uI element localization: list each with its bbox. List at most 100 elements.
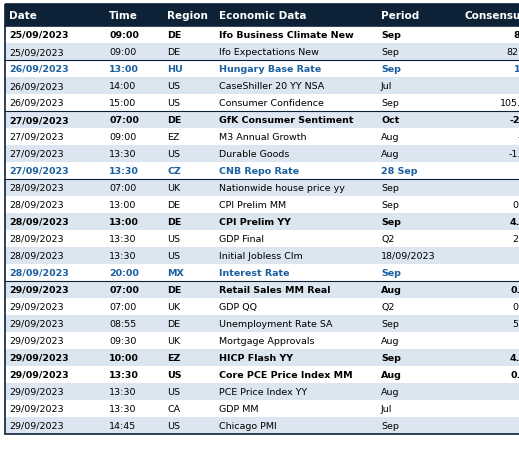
Text: 14:00: 14:00	[109, 82, 136, 91]
Text: CZ: CZ	[167, 167, 181, 176]
Text: Aug: Aug	[381, 387, 400, 396]
Text: Aug: Aug	[381, 370, 402, 379]
Text: Oct: Oct	[381, 116, 400, 125]
Text: 07:00: 07:00	[109, 302, 136, 311]
Text: 29/09/2023: 29/09/2023	[9, 370, 69, 379]
Text: Region: Region	[167, 11, 208, 21]
Text: M3 Annual Growth: M3 Annual Growth	[219, 133, 307, 142]
Text: Sep: Sep	[381, 65, 401, 74]
Text: PCE Price Index YY: PCE Price Index YY	[219, 387, 307, 396]
Text: 85: 85	[514, 31, 519, 40]
Text: DE: DE	[167, 319, 180, 328]
Text: US: US	[167, 99, 180, 108]
Text: CA: CA	[167, 404, 180, 413]
Bar	[5, 163, 519, 179]
Bar	[5, 61, 519, 78]
Text: 13:30: 13:30	[109, 149, 136, 159]
Text: DE: DE	[167, 200, 180, 209]
Bar	[5, 315, 519, 332]
Text: Sep: Sep	[381, 218, 401, 227]
Text: 29/09/2023: 29/09/2023	[9, 387, 64, 396]
Bar	[5, 146, 519, 163]
Text: Aug: Aug	[381, 336, 400, 345]
Text: 4.6: 4.6	[510, 218, 519, 227]
Text: 2.2: 2.2	[512, 235, 519, 244]
Bar	[5, 27, 519, 44]
Text: 09:00: 09:00	[109, 48, 136, 57]
Text: 13:30: 13:30	[109, 235, 136, 244]
Text: 28/09/2023: 28/09/2023	[9, 235, 64, 244]
Bar	[5, 5, 519, 27]
Text: 07:00: 07:00	[109, 184, 136, 193]
Text: CPI Prelim YY: CPI Prelim YY	[219, 218, 291, 227]
Text: Q2: Q2	[381, 302, 394, 311]
Text: 13: 13	[514, 65, 519, 74]
Text: Aug: Aug	[381, 286, 402, 294]
Text: Period: Period	[381, 11, 419, 21]
Text: 29/09/2023: 29/09/2023	[9, 404, 64, 413]
Text: Initial Jobless Clm: Initial Jobless Clm	[219, 251, 303, 260]
Text: 07:00: 07:00	[109, 116, 139, 125]
Text: -1: -1	[517, 133, 519, 142]
Text: 09:30: 09:30	[109, 336, 136, 345]
Text: US: US	[167, 370, 182, 379]
Text: 26/09/2023: 26/09/2023	[9, 99, 64, 108]
Text: 27/09/2023: 27/09/2023	[9, 167, 69, 176]
Bar	[5, 214, 519, 230]
Text: Sep: Sep	[381, 200, 399, 209]
Text: Ifo Expectations New: Ifo Expectations New	[219, 48, 319, 57]
Text: EZ: EZ	[167, 353, 180, 362]
Bar	[5, 129, 519, 146]
Text: Sep: Sep	[381, 319, 399, 328]
Bar	[5, 197, 519, 214]
Text: GDP MM: GDP MM	[219, 404, 258, 413]
Text: 27/09/2023: 27/09/2023	[9, 149, 64, 159]
Text: Mortgage Approvals: Mortgage Approvals	[219, 336, 315, 345]
Text: 29/09/2023: 29/09/2023	[9, 286, 69, 294]
Text: 0.4: 0.4	[512, 200, 519, 209]
Text: Sep: Sep	[381, 421, 399, 430]
Text: Consumer Confidence: Consumer Confidence	[219, 99, 324, 108]
Text: US: US	[167, 421, 180, 430]
Bar	[5, 265, 519, 281]
Text: 29/09/2023: 29/09/2023	[9, 302, 64, 311]
Text: Consensus: Consensus	[465, 11, 519, 21]
Text: Time: Time	[109, 11, 138, 21]
Text: US: US	[167, 387, 180, 396]
Bar	[5, 95, 519, 112]
Bar	[5, 179, 519, 197]
Text: 26/09/2023: 26/09/2023	[9, 82, 64, 91]
Bar	[5, 281, 519, 298]
Text: 25/09/2023: 25/09/2023	[9, 31, 69, 40]
Text: 0.1: 0.1	[510, 286, 519, 294]
Text: 09:00: 09:00	[109, 31, 139, 40]
Text: Aug: Aug	[381, 149, 400, 159]
Text: 29/09/2023: 29/09/2023	[9, 319, 64, 328]
Text: 13:30: 13:30	[109, 370, 139, 379]
Text: Date: Date	[9, 11, 37, 21]
Text: 28/09/2023: 28/09/2023	[9, 251, 64, 260]
Text: 25/09/2023: 25/09/2023	[9, 48, 64, 57]
Text: 105.9: 105.9	[500, 99, 519, 108]
Text: 28 Sep: 28 Sep	[381, 167, 417, 176]
Bar	[5, 78, 519, 95]
Text: 26/09/2023: 26/09/2023	[9, 65, 69, 74]
Text: 29/09/2023: 29/09/2023	[9, 353, 69, 362]
Text: HICP Flash YY: HICP Flash YY	[219, 353, 293, 362]
Text: DE: DE	[167, 31, 181, 40]
Bar	[5, 366, 519, 383]
Text: US: US	[167, 149, 180, 159]
Bar	[5, 332, 519, 349]
Text: 18/09/2023: 18/09/2023	[381, 251, 435, 260]
Text: Nationwide house price yy: Nationwide house price yy	[219, 184, 345, 193]
Text: 4.6: 4.6	[510, 353, 519, 362]
Text: DE: DE	[167, 218, 181, 227]
Text: UK: UK	[167, 302, 180, 311]
Text: -1.6: -1.6	[509, 149, 519, 159]
Bar	[5, 248, 519, 265]
Text: 08:55: 08:55	[109, 319, 136, 328]
Text: DE: DE	[167, 116, 181, 125]
Text: Sep: Sep	[381, 184, 399, 193]
Text: 13:00: 13:00	[109, 218, 139, 227]
Text: Sep: Sep	[381, 48, 399, 57]
